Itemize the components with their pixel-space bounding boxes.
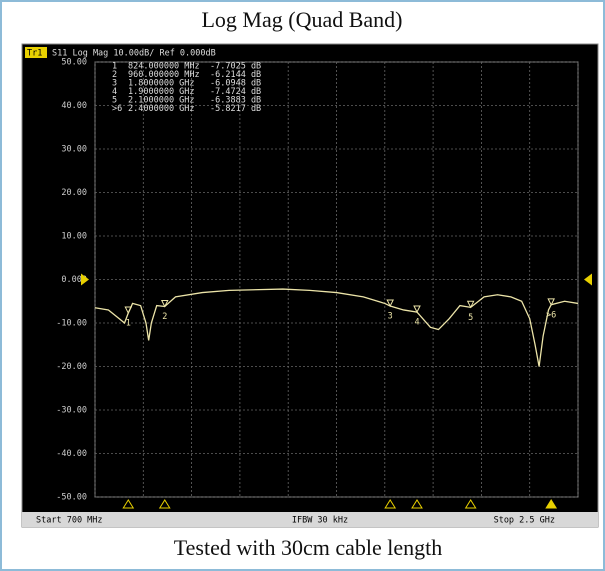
marker-value: -7.4724 dB: [210, 87, 261, 97]
marker-point: [547, 298, 555, 306]
marker-tag: 1: [126, 319, 131, 329]
marker-tag: 2: [162, 312, 167, 322]
footer-stop: Stop 2.5 GHz: [494, 516, 555, 526]
marker-tag: >6: [546, 310, 556, 320]
y-tick-label: -10.00: [56, 319, 87, 329]
marker-point: [124, 306, 133, 315]
marker-freq: 1.8000000 GHz: [128, 79, 195, 89]
marker-tag: 5: [468, 313, 473, 323]
marker-value: -6.0948 dB: [210, 79, 261, 89]
trace-label: Tr1: [27, 49, 42, 59]
marker-freq: 824.000000 MHz: [128, 62, 200, 72]
y-tick-label: -30.00: [56, 406, 87, 416]
y-tick-label: 40.00: [61, 101, 87, 111]
y-tick-label: 30.00: [61, 145, 87, 155]
marker-triangle: [122, 499, 135, 509]
marker-name: 5: [112, 96, 117, 106]
footer-bar: [22, 512, 598, 527]
marker-name: >6: [112, 104, 122, 114]
marker-triangle: [384, 499, 397, 509]
y-tick-label: -40.00: [56, 449, 87, 459]
y-tick-label: 10.00: [61, 232, 87, 242]
trace-badge: [25, 47, 47, 58]
marker-value: -6.3883 dB: [210, 96, 261, 106]
marker-triangle: [464, 499, 477, 509]
marker-freq: 2.4000000 GHz: [128, 104, 195, 114]
marker-name: 1: [112, 62, 117, 72]
footer-ifbw: IFBW 30 kHz: [292, 516, 348, 526]
screen: [21, 43, 599, 528]
marker-value: -6.2144 dB: [210, 70, 261, 80]
marker-value: -5.8217 dB: [210, 104, 261, 114]
marker-name: 3: [112, 79, 117, 89]
y-tick-label: 20.00: [61, 188, 87, 198]
y-tick-label: -20.00: [56, 362, 87, 372]
marker-point: [160, 300, 169, 308]
caption: Tested with 30cm cable length: [174, 535, 443, 560]
marker-freq: 960.000000 MHz: [128, 70, 200, 80]
marker-freq: 1.9000000 GHz: [128, 87, 195, 97]
marker-value: -7.7025 dB: [210, 62, 261, 72]
marker-point: [413, 305, 421, 314]
marker-tag: 3: [388, 312, 393, 322]
marker-name: 2: [112, 70, 117, 80]
marker-triangle: [411, 499, 423, 509]
y-tick-label: 50.00: [61, 58, 87, 68]
marker-triangle: [545, 499, 558, 509]
marker-triangle: [158, 499, 171, 509]
marker-point: [386, 299, 394, 308]
ref-arrow-left: [81, 273, 89, 286]
chart-title: Log Mag (Quad Band): [201, 7, 402, 32]
marker-freq: 2.1000000 GHz: [128, 96, 195, 106]
ref-arrow-right: [584, 273, 592, 286]
trace: [94, 288, 579, 367]
header-info: S11 Log Mag 10.00dB/ Ref 0.000dB: [52, 49, 216, 59]
y-tick-label: -50.00: [56, 493, 87, 503]
footer-start: Start 700 MHz: [36, 516, 103, 526]
marker-name: 4: [112, 87, 117, 97]
marker-point: [466, 300, 475, 309]
y-tick-label: 0.000: [61, 275, 87, 285]
marker-tag: 4: [414, 318, 419, 328]
